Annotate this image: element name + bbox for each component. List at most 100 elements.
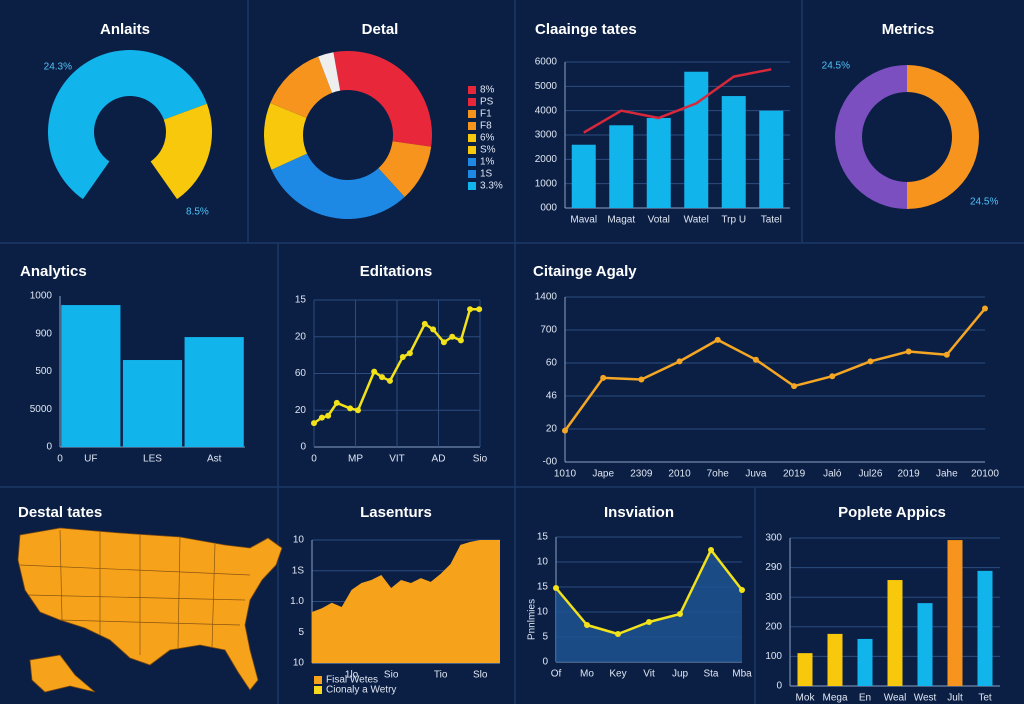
marker xyxy=(638,376,645,383)
y-tick-label: 10 xyxy=(293,658,305,669)
y-tick-label: 20 xyxy=(546,424,558,435)
marker xyxy=(406,350,413,357)
chart-title: Editations xyxy=(360,263,433,280)
x-tick-label: Jape xyxy=(592,469,614,480)
marker xyxy=(553,585,559,591)
marker xyxy=(371,368,378,375)
x-tick-label: Jult xyxy=(947,693,963,704)
y-tick-label: 1400 xyxy=(535,292,558,303)
y-tick-label: 5 xyxy=(298,627,304,638)
marker xyxy=(325,412,332,419)
value-label: 24.5% xyxy=(970,197,998,208)
bar xyxy=(184,337,244,447)
chart-title: Destal tates xyxy=(18,504,102,521)
x-tick-label: VIT xyxy=(389,454,405,465)
y-tick-label: 15 xyxy=(295,295,307,306)
marker xyxy=(676,358,683,365)
slice xyxy=(270,56,333,118)
marker xyxy=(714,336,721,343)
bar xyxy=(721,96,746,208)
chart-title: Lasenturs xyxy=(360,504,432,521)
x-tick-label: Key xyxy=(609,669,626,680)
marker xyxy=(421,320,428,327)
bar xyxy=(684,71,709,208)
y-tick-label: 100 xyxy=(765,651,782,662)
marker xyxy=(440,339,447,346)
y-tick-label: 15 xyxy=(537,532,549,543)
x-tick-label: Weal xyxy=(884,693,907,704)
slice xyxy=(835,65,907,209)
slice xyxy=(263,102,308,170)
x-tick-label: Sio xyxy=(473,454,488,465)
bar xyxy=(61,305,121,447)
bar xyxy=(827,633,843,686)
x-tick-label: 2010 xyxy=(668,469,691,480)
y-tick-label: 0 xyxy=(542,657,548,668)
y-tick-label: 10 xyxy=(293,535,305,546)
x-origin-label: 0 xyxy=(57,454,63,465)
value-label: 8.5% xyxy=(186,207,209,218)
marker xyxy=(708,547,714,553)
marker xyxy=(386,377,393,384)
x-tick-label: Jahe xyxy=(936,469,958,480)
line xyxy=(563,307,986,432)
y-tick-label: 900 xyxy=(35,328,52,339)
marker xyxy=(449,333,456,340)
bar xyxy=(571,144,596,208)
marker xyxy=(347,405,354,412)
y-tick-label: 46 xyxy=(546,391,558,402)
legend-swatch xyxy=(468,146,476,154)
y-tick-label: 5000 xyxy=(535,81,558,92)
map-shape xyxy=(17,527,283,691)
marker xyxy=(982,305,988,312)
x-tick-label: AD xyxy=(432,454,446,465)
slice xyxy=(378,141,432,198)
x-tick-label: Tet xyxy=(978,693,992,704)
marker xyxy=(430,326,437,333)
marker xyxy=(677,611,683,617)
bar xyxy=(122,360,183,447)
y-axis-label: Pnnlmies xyxy=(527,599,538,640)
x-tick-label: Sio xyxy=(384,670,399,681)
x-tick-label: Juva xyxy=(745,469,767,480)
x-tick-label: 1010 xyxy=(554,469,577,480)
x-tick-label: 7ohe xyxy=(707,469,730,480)
chart-title: Citainge Agaly xyxy=(533,263,637,280)
value-label: 24.3% xyxy=(44,62,72,73)
y-tick-label: 10 xyxy=(537,557,549,568)
y-tick-label: 0 xyxy=(46,442,52,453)
x-tick-label: Maval xyxy=(570,215,597,226)
area xyxy=(312,540,500,663)
y-tick-label: 300 xyxy=(765,533,782,544)
marker xyxy=(646,619,652,625)
x-tick-label: Jup xyxy=(672,669,689,680)
line xyxy=(583,68,772,134)
x-tick-label: Slo xyxy=(473,670,488,681)
x-tick-label: Mo xyxy=(580,669,594,680)
y-tick-label: 200 xyxy=(765,621,782,632)
legend-swatch xyxy=(468,98,476,106)
chart-title: Metrics xyxy=(882,21,935,38)
y-tick-label: 1000 xyxy=(535,178,558,189)
marker xyxy=(829,373,836,380)
x-tick-label: Tatel xyxy=(761,215,782,226)
marker xyxy=(457,337,464,344)
marker xyxy=(467,306,474,313)
slice xyxy=(333,51,432,147)
bar xyxy=(887,580,903,686)
y-tick-label: 5 xyxy=(542,632,548,643)
marker xyxy=(600,374,607,381)
marker xyxy=(379,374,386,381)
marker xyxy=(333,399,340,406)
marker xyxy=(584,622,590,628)
slice xyxy=(150,103,212,200)
chart-title: Insviation xyxy=(604,504,674,521)
chart-title: Anlaits xyxy=(100,21,150,38)
x-tick-label: 2019 xyxy=(898,469,921,480)
legend-label: S% xyxy=(480,145,496,156)
chart-title: Analytics xyxy=(20,263,87,280)
x-tick-label: West xyxy=(914,693,937,704)
y-tick-label: 4000 xyxy=(535,105,558,116)
